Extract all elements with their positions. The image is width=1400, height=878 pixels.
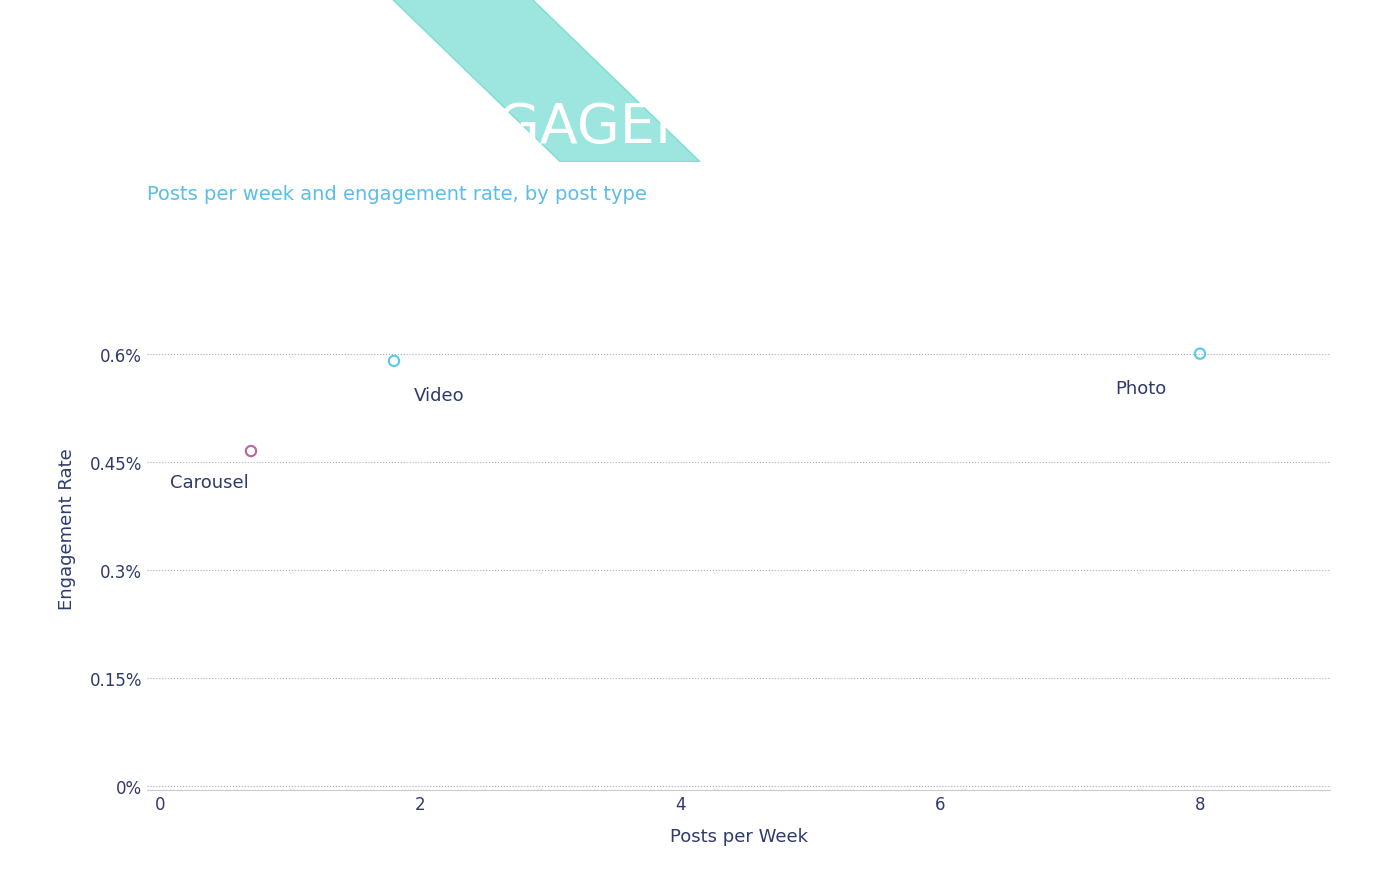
Circle shape xyxy=(1341,35,1400,42)
Text: Carousel: Carousel xyxy=(171,473,249,491)
Text: Video: Video xyxy=(413,386,465,405)
Point xyxy=(239,444,262,458)
Polygon shape xyxy=(392,0,700,162)
Point xyxy=(1189,347,1211,361)
Text: Posts per week and engagement rate, by post type: Posts per week and engagement rate, by p… xyxy=(147,184,647,204)
X-axis label: Posts per Week: Posts per Week xyxy=(669,827,808,845)
Point xyxy=(382,355,405,369)
Text: MEDIA:: MEDIA: xyxy=(77,36,216,74)
Y-axis label: Engagement Rate: Engagement Rate xyxy=(57,448,76,610)
Text: INSTAGRAM ENGAGEMENT: INSTAGRAM ENGAGEMENT xyxy=(77,101,813,155)
Text: Photo: Photo xyxy=(1116,379,1166,398)
